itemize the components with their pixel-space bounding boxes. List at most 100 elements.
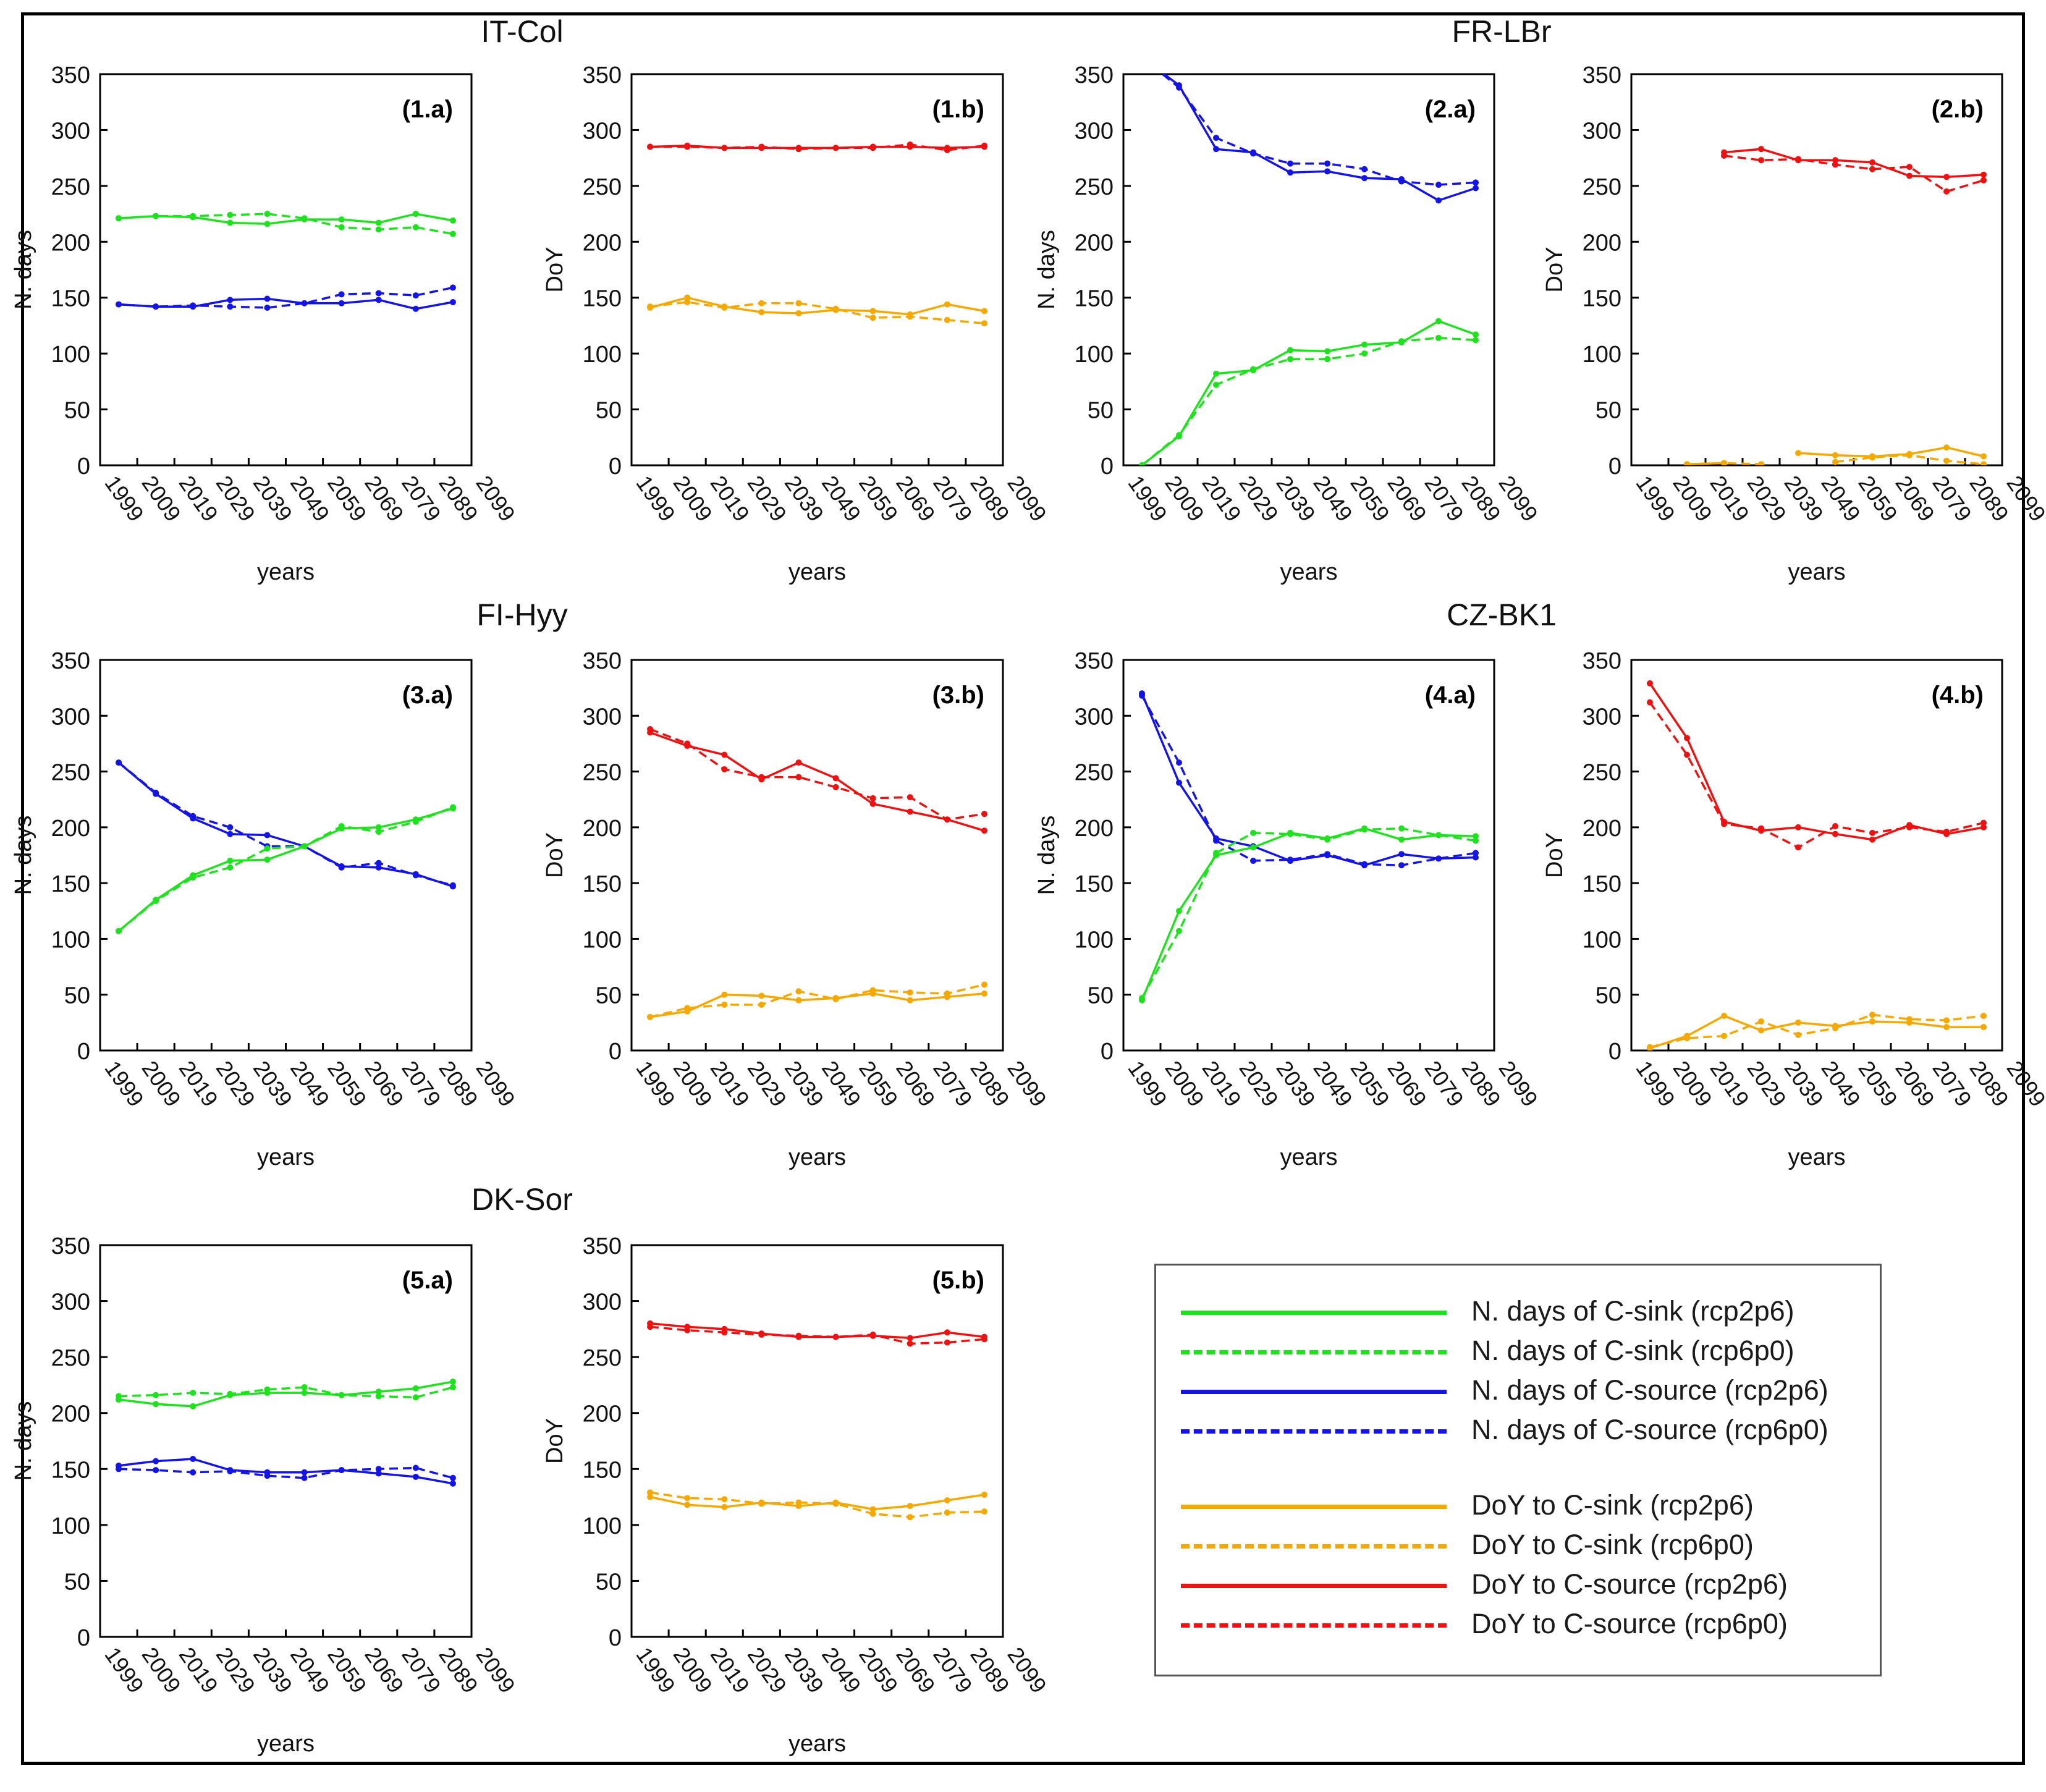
y-tick-label: 100 [51,1513,90,1539]
series-line-doy-to-c-source-rcp6p0 [649,728,985,821]
data-point-n-days-of-c-sink-rcp2p6 [227,219,234,226]
data-point-n-days-of-c-sink-rcp6p0 [264,845,271,852]
data-point-doy-to-c-source-rcp2p6 [1832,157,1838,164]
data-point-doy-to-c-sink-rcp2p6 [869,308,876,315]
data-point-n-days-of-c-source-rcp2p6 [1176,779,1182,786]
data-point-n-days-of-c-source-rcp6p0 [1473,850,1479,856]
y-axis-label: N. days [11,1401,36,1481]
x-tick-label: 2009 [1160,1056,1209,1111]
data-point-n-days-of-c-sink-rcp6p0 [1213,381,1219,388]
x-tick-label: 2089 [1456,1056,1506,1111]
data-point-doy-to-c-sink-rcp2p6 [1980,453,1987,460]
y-tick-label: 350 [51,648,90,674]
legend-label: N. days of C-source (rcp2p6) [1471,1374,1828,1406]
x-tick-label: 2089 [1964,1056,2014,1111]
data-point-n-days-of-c-sink-rcp2p6 [153,1401,159,1408]
series-line-n-days-of-c-source-rcp2p6 [1162,74,1476,202]
x-tick-label: 2089 [965,1642,1015,1697]
data-point-n-days-of-c-source-rcp2p6 [301,1469,308,1476]
data-point-n-days-of-c-sink-rcp2p6 [1473,331,1479,338]
series-group [647,1320,987,1521]
data-point-doy-to-c-source-rcp6p0 [832,1333,839,1340]
y-tick-label: 100 [51,927,90,953]
y-tick-label: 350 [583,62,622,88]
x-axis-label: years [1280,1144,1338,1170]
panel-5a: 0 50 100 150 200 250 300 350 1999200920192029203… [11,1233,520,1757]
data-point-doy-to-c-sink-rcp6p0 [1869,1012,1875,1018]
series-group [1139,74,1479,465]
y-tick-label: 300 [51,118,90,144]
data-point-doy-to-c-source-rcp6p0 [795,146,802,153]
series-line-doy-to-c-sink-rcp2p6 [649,296,985,316]
data-point-n-days-of-c-sink-rcp6p0 [116,928,122,934]
data-point-n-days-of-c-source-rcp6p0 [1398,862,1405,869]
legend-item: DoY to C-sink (rcp2p6) [1156,1486,1880,1526]
x-axis-label: years [788,1144,846,1170]
data-point-n-days-of-c-sink-rcp6p0 [116,215,122,222]
x-tick-label: 2029 [1234,471,1283,526]
data-point-n-days-of-c-source-rcp2p6 [449,298,456,305]
data-point-n-days-of-c-sink-rcp2p6 [412,211,419,218]
x-tick-label: 2079 [397,1642,446,1697]
data-point-n-days-of-c-source-rcp2p6 [412,305,419,312]
y-tick-label: 250 [1583,174,1621,200]
legend-swatch [1181,1505,1447,1509]
x-tick-label: 2059 [1345,1056,1395,1111]
x-tick-label: 2049 [285,471,335,526]
data-point-n-days-of-c-sink-rcp6p0 [449,1384,456,1391]
data-point-n-days-of-c-sink-rcp6p0 [412,1394,419,1401]
data-point-doy-to-c-sink-rcp2p6 [1980,1024,1987,1031]
data-point-doy-to-c-sink-rcp6p0 [647,1013,654,1020]
x-tick-label: 2099 [1002,471,1052,526]
x-tick-label: 2009 [669,471,718,526]
data-point-doy-to-c-sink-rcp6p0 [1943,1017,1950,1024]
data-point-doy-to-c-source-rcp2p6 [1832,830,1838,837]
x-axis-label: years [1788,559,1846,585]
data-point-n-days-of-c-sink-rcp6p0 [264,211,271,218]
series-line-n-days-of-c-source-rcp2p6 [1141,693,1476,867]
data-point-n-days-of-c-sink-rcp6p0 [375,1393,382,1400]
x-tick-label: 2029 [211,1056,261,1111]
data-point-doy-to-c-source-rcp6p0 [647,1324,654,1330]
plot-area-frame [1122,73,1495,467]
legend-swatch [1181,1311,1447,1315]
y-tick-label: 100 [583,342,622,368]
y-tick-label: 250 [583,760,622,786]
y-tick-label: 150 [51,286,90,312]
x-tick-label: 2069 [891,1642,941,1697]
x-tick-label: 2039 [780,1642,829,1697]
x-tick-label: 2039 [780,1056,829,1111]
y-tick-label: 250 [1583,760,1621,786]
data-point-n-days-of-c-sink-rcp6p0 [375,226,382,233]
site-title-fr-lbr: FR-LBr [1452,14,1551,49]
data-point-doy-to-c-source-rcp2p6 [1869,159,1875,166]
data-point-doy-to-c-sink-rcp6p0 [1721,460,1727,465]
y-tick-label: 300 [51,1290,90,1316]
data-point-doy-to-c-sink-rcp2p6 [1795,1019,1801,1026]
data-point-n-days-of-c-source-rcp6p0 [264,304,271,311]
data-point-n-days-of-c-source-rcp6p0 [301,1474,308,1481]
y-tick-label: 50 [64,398,90,424]
data-point-n-days-of-c-source-rcp6p0 [412,872,419,879]
data-point-doy-to-c-sink-rcp2p6 [758,309,765,316]
y-tick-label: 250 [51,1345,90,1371]
series-line-n-days-of-c-source-rcp2p6 [117,761,454,888]
data-point-doy-to-c-sink-rcp6p0 [981,981,987,988]
data-point-n-days-of-c-sink-rcp6p0 [227,211,234,218]
data-point-doy-to-c-sink-rcp6p0 [1906,452,1913,459]
data-point-n-days-of-c-sink-rcp2p6 [264,221,271,227]
x-tick-label: 2049 [285,1642,335,1697]
data-point-n-days-of-c-sink-rcp2p6 [1473,833,1479,840]
data-point-doy-to-c-sink-rcp2p6 [981,990,987,997]
series-line-n-days-of-c-source-rcp6p0 [117,761,454,887]
legend-item: DoY to C-source (rcp6p0) [1156,1604,1880,1645]
data-point-doy-to-c-source-rcp6p0 [1943,188,1950,195]
data-point-doy-to-c-sink-rcp6p0 [907,1514,913,1521]
series-line-n-days-of-c-sink-rcp6p0 [117,806,454,932]
y-tick-label: 350 [1075,62,1114,88]
data-point-n-days-of-c-source-rcp6p0 [153,789,159,796]
data-point-doy-to-c-source-rcp6p0 [832,145,839,151]
data-point-n-days-of-c-source-rcp2p6 [375,864,382,871]
x-tick-label: 2039 [1271,471,1321,526]
x-tick-label: 2099 [2002,1056,2046,1111]
